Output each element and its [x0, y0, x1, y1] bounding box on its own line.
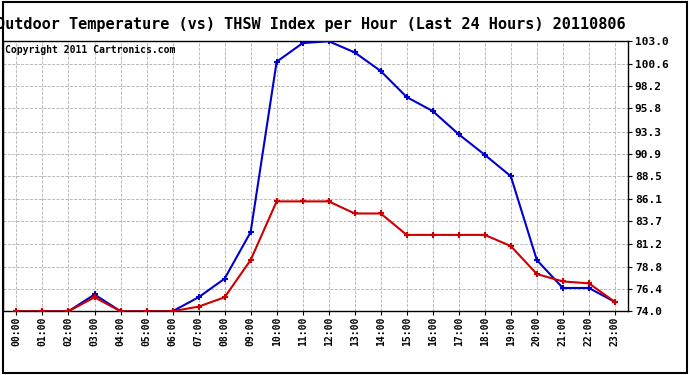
Text: Outdoor Temperature (vs) THSW Index per Hour (Last 24 Hours) 20110806: Outdoor Temperature (vs) THSW Index per …: [0, 17, 625, 32]
Text: Copyright 2011 Cartronics.com: Copyright 2011 Cartronics.com: [5, 45, 175, 56]
